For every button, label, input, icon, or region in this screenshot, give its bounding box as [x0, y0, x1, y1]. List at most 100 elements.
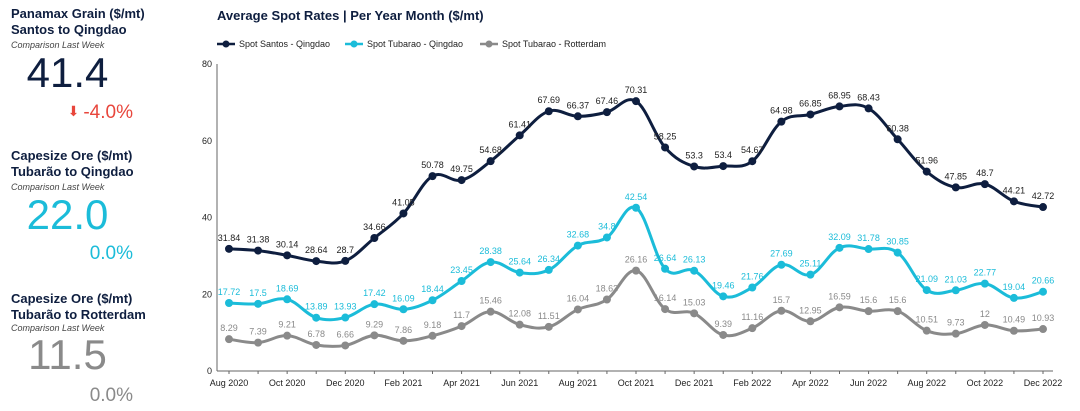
data-point [602, 233, 611, 242]
y-tick-label: 60 [202, 136, 212, 146]
data-point [835, 243, 844, 252]
x-tick-label: Apr 2021 [443, 378, 480, 388]
x-tick-label: Apr 2022 [792, 378, 829, 388]
data-point [864, 104, 873, 113]
data-point [806, 110, 815, 119]
x-tick-label: Feb 2022 [733, 378, 771, 388]
data-point [951, 183, 960, 192]
data-point [1009, 326, 1018, 335]
data-label: 30.85 [886, 237, 909, 247]
data-point [602, 108, 611, 117]
series-2: 17.72 17.5 18.69 13.89 13.93 17.42 16.09 18.44 2… [218, 192, 1055, 322]
data-point [748, 283, 757, 292]
data-label: 60.38 [886, 123, 909, 133]
data-label: 18.69 [276, 283, 299, 293]
data-label: 10.49 [1003, 315, 1026, 325]
data-label: 15.7 [773, 295, 791, 305]
data-point [719, 330, 728, 339]
data-point [777, 260, 786, 269]
data-point [399, 209, 408, 218]
data-label: 7.39 [249, 327, 267, 337]
data-point [457, 277, 466, 286]
data-label: 26.34 [538, 254, 561, 264]
data-point [312, 340, 321, 349]
y-tick-label: 20 [202, 289, 212, 299]
kpi-subtitle: Comparison Last Week [11, 323, 105, 333]
kpi-value-tubarao-qingdao: 22.0 [26, 191, 109, 238]
x-tick-label: Oct 2020 [269, 378, 306, 388]
data-point [893, 248, 902, 257]
data-label: 31.78 [857, 233, 880, 243]
kpi-panel: Panamax Grain ($/mt) Santos to Qingdao C… [0, 0, 180, 411]
data-label: 51.96 [915, 156, 938, 166]
data-label: 28.38 [479, 246, 502, 256]
legend-label: Spot Tubarao - Qingdao [367, 39, 463, 49]
data-point [254, 338, 263, 347]
kpi-value-tubarao-rotterdam: 11.5 [28, 331, 107, 378]
data-label: 30.14 [276, 239, 299, 249]
data-label: 41.05 [392, 197, 415, 207]
data-label: 19.04 [1003, 282, 1026, 292]
kpi-subtitle: Comparison Last Week [11, 40, 105, 50]
data-label: 31.38 [247, 235, 270, 245]
x-tick-label: Oct 2022 [967, 378, 1004, 388]
data-label: 53.3 [685, 150, 703, 160]
data-point [515, 268, 524, 277]
data-point [922, 326, 931, 335]
data-label: 21.03 [945, 274, 968, 284]
x-tick-label: Aug 2020 [210, 378, 249, 388]
data-point [835, 303, 844, 312]
data-label: 20.66 [1032, 276, 1055, 286]
data-label: 26.64 [654, 253, 677, 263]
data-point [312, 257, 321, 266]
data-label: 68.43 [857, 92, 880, 102]
data-label: 6.66 [337, 329, 355, 339]
data-label: 26.13 [683, 255, 706, 265]
data-label: 16.04 [567, 293, 590, 303]
data-point [341, 256, 350, 265]
series-line [228, 98, 1044, 265]
x-tick-label: Dec 2020 [326, 378, 365, 388]
data-label: 66.85 [799, 98, 822, 108]
data-label: 67.69 [538, 95, 561, 105]
data-label: 9.21 [278, 320, 296, 330]
data-point [748, 324, 757, 333]
x-tick-label: Feb 2021 [384, 378, 422, 388]
data-label: 13.89 [305, 302, 328, 312]
data-point [690, 266, 699, 275]
spot-rates-chart: Average Spot Rates | Per Year Month ($/m… [202, 8, 1062, 388]
data-label: 70.31 [625, 85, 648, 95]
data-label: 19.46 [712, 280, 735, 290]
data-label: 15.6 [860, 295, 878, 305]
legend-label: Spot Tubarao - Rotterdam [502, 39, 606, 49]
data-point [225, 244, 233, 253]
legend-marker [485, 40, 493, 48]
data-label: 12.95 [799, 305, 822, 315]
legend-marker [350, 40, 358, 48]
kpi-title-tubarao-rotterdam: Capesize Ore ($/mt) Tubarão to Rotterdam [11, 291, 146, 322]
data-point [515, 320, 524, 329]
data-point [428, 331, 437, 340]
data-label: 44.21 [1003, 185, 1026, 195]
data-point [254, 246, 263, 255]
data-label: 21.76 [741, 271, 764, 281]
data-point [341, 341, 350, 350]
data-point [399, 305, 408, 314]
data-label: 16.14 [654, 293, 677, 303]
data-point [777, 117, 786, 126]
data-label: 15.03 [683, 297, 706, 307]
data-label: 61.41 [508, 119, 531, 129]
data-point [1039, 287, 1047, 296]
data-point [370, 300, 379, 309]
data-point [486, 258, 495, 267]
data-point [283, 331, 292, 340]
data-point [748, 157, 757, 166]
data-point [951, 329, 960, 338]
data-label: 22.77 [974, 268, 997, 278]
data-label: 32.09 [828, 232, 851, 242]
data-point [544, 265, 553, 274]
data-label: 25.11 [799, 259, 821, 269]
kpi-value-santos-qingdao: 41.4 [26, 49, 109, 96]
data-label: 12 [980, 309, 990, 319]
data-label: 17.42 [363, 288, 386, 298]
